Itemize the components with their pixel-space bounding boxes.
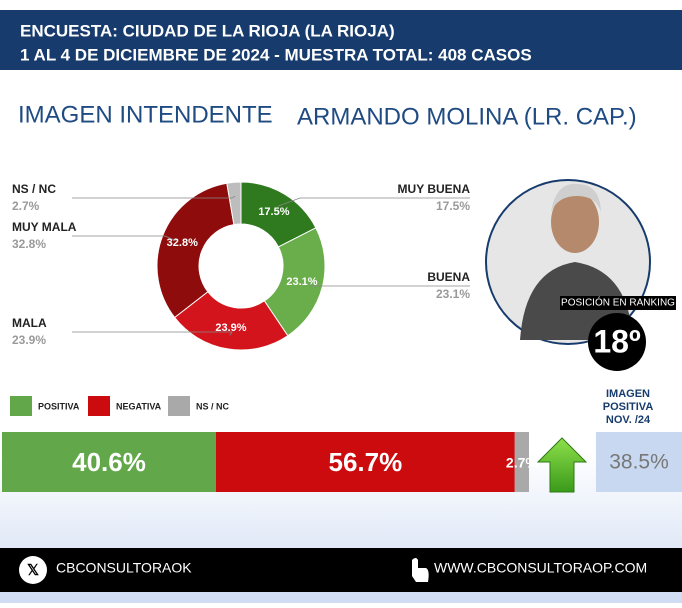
- previous-label: POSITIVA: [603, 401, 654, 413]
- callout-name: MUY MALA: [12, 220, 77, 234]
- legend-swatch: [168, 396, 190, 416]
- previous-box: [596, 432, 682, 492]
- previous-value: 38.5%: [609, 451, 669, 474]
- legend-swatch: [10, 396, 32, 416]
- previous-label: IMAGEN: [606, 388, 650, 400]
- bar-segment: [2, 432, 216, 492]
- callout-name: MALA: [12, 316, 47, 330]
- bar-label: 56.7%: [328, 447, 402, 477]
- footer-web[interactable]: WWW.CBCONSULTORAOP.COM: [434, 560, 647, 576]
- x-icon: [19, 556, 47, 584]
- header-line: 1 AL 4 DE DICIEMBRE DE 2024 - MUESTRA TO…: [20, 45, 532, 64]
- slice-label: 17.5%: [258, 206, 289, 218]
- hand-icon: [412, 558, 429, 582]
- bar-label: 40.6%: [72, 447, 146, 477]
- legend-label: POSITIVA: [38, 401, 80, 411]
- slice-label: 23.9%: [215, 322, 246, 334]
- callout-line: [277, 197, 470, 207]
- footer-band: [0, 548, 682, 592]
- previous-label: NOV. /24: [606, 414, 651, 426]
- callout-value: 23.1%: [436, 287, 470, 301]
- callout-line: [308, 283, 470, 287]
- callout-name: BUENA: [427, 270, 470, 284]
- bar-segment: [514, 432, 529, 492]
- callout-line: [72, 331, 233, 336]
- callout-value: 23.9%: [12, 333, 46, 347]
- up-arrow: [536, 437, 588, 493]
- chart-subtitle: ARMANDO MOLINA (LR. CAP.): [297, 103, 637, 130]
- header-band: [0, 10, 682, 70]
- callout-name: NS / NC: [12, 182, 56, 196]
- ranking-badge: [588, 313, 646, 371]
- legend-label: NS / NC: [196, 401, 230, 411]
- donut-hole: [199, 224, 283, 308]
- bar-segment: [215, 432, 515, 492]
- ranking-label-bg: [560, 296, 676, 310]
- footer-social[interactable]: CBCONSULTORAOK: [56, 560, 192, 576]
- bar-label: 2.7%: [506, 455, 538, 471]
- chart-title: IMAGEN INTENDENTE: [18, 101, 273, 128]
- callout-value: 17.5%: [436, 199, 470, 213]
- legend-swatch: [88, 396, 110, 416]
- callout-line: [72, 195, 236, 199]
- callout-name: MUY BUENA: [398, 182, 471, 196]
- x-icon-glyph: 𝕏: [27, 562, 39, 579]
- callout-value: 32.8%: [12, 237, 46, 251]
- ranking-position: 18º: [593, 323, 641, 359]
- ranking-label: POSICIÓN EN RANKING: [561, 296, 675, 309]
- header-line: ENCUESTA: CIUDAD DE LA RIOJA (LA RIOJA): [20, 21, 395, 40]
- callout-value: 2.7%: [12, 199, 40, 213]
- callout-line: [72, 235, 176, 242]
- legend-label: NEGATIVA: [116, 401, 162, 411]
